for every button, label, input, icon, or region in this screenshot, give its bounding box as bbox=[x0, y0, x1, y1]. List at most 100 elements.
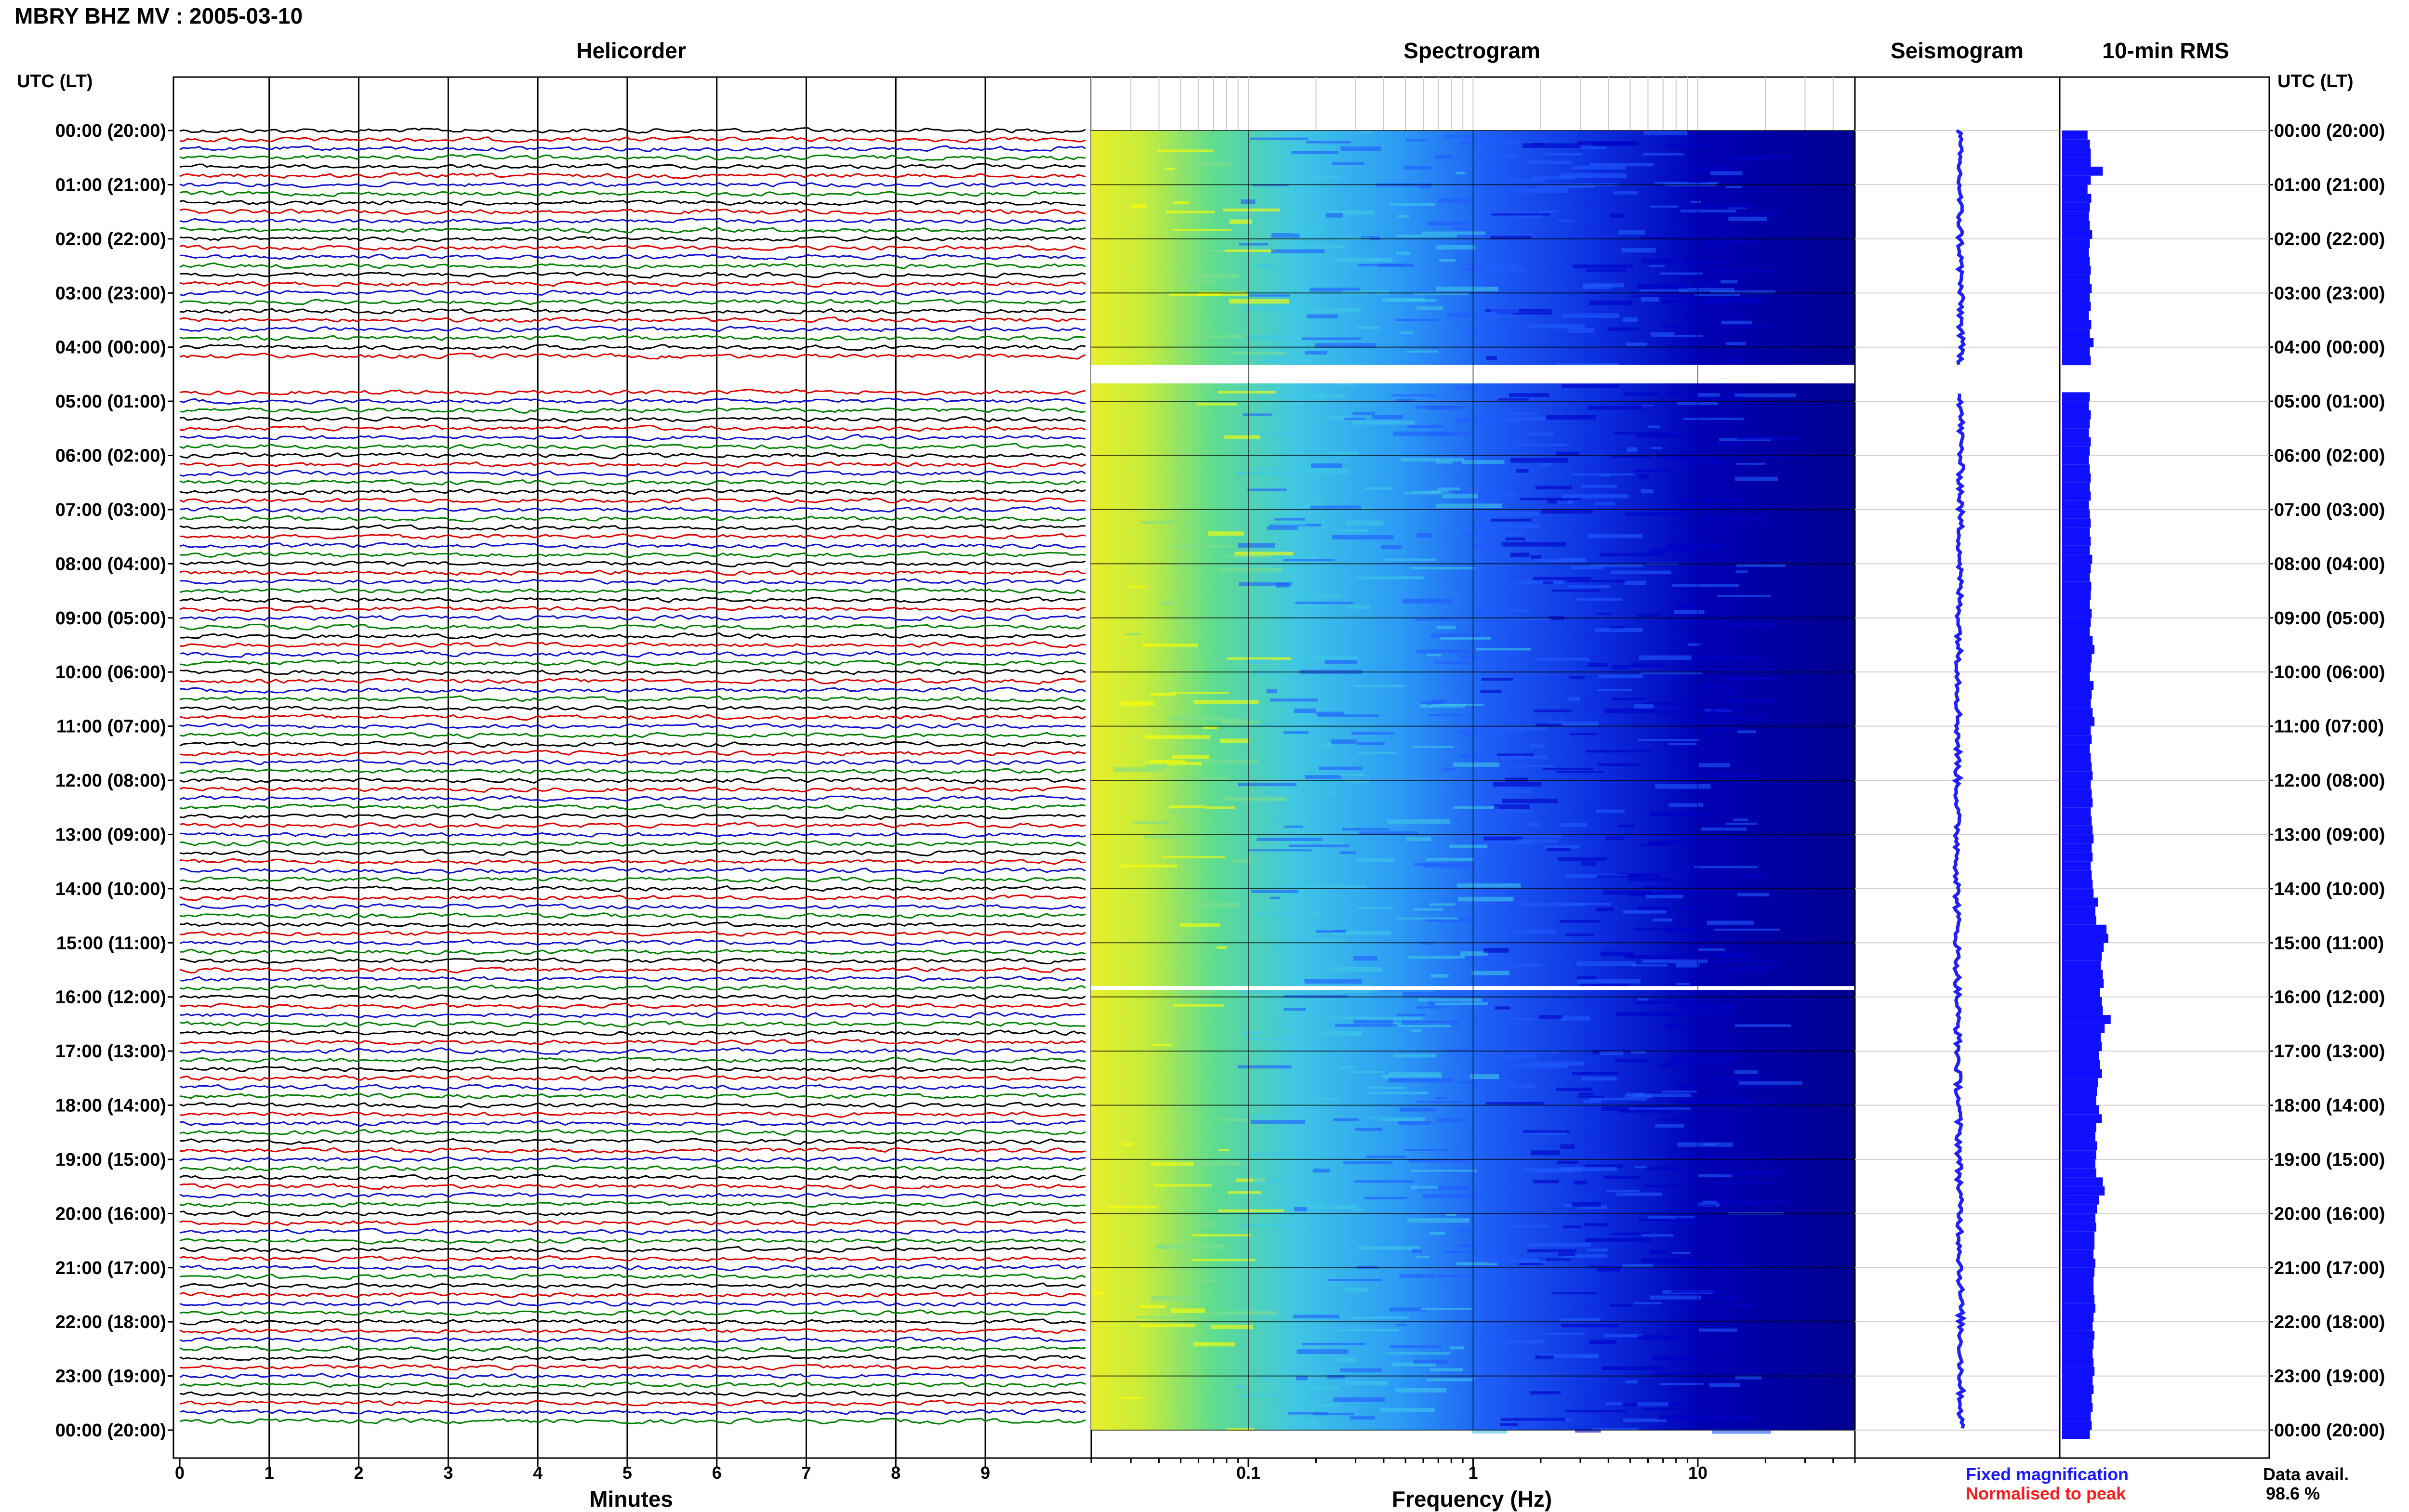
spectrogram-texel bbox=[1597, 612, 1612, 615]
spectrogram-texel bbox=[1519, 1262, 1543, 1265]
spectrogram-texel bbox=[1453, 806, 1499, 809]
spectrogram-texel bbox=[1679, 288, 1734, 292]
rms-bar bbox=[2062, 464, 2090, 473]
rms-bar bbox=[2062, 482, 2090, 492]
spectrogram-texel bbox=[1358, 1246, 1421, 1250]
spectrogram-texel bbox=[1641, 1234, 1674, 1237]
spectrogram-texel bbox=[1673, 610, 1705, 615]
spectrogram-texel bbox=[1701, 517, 1766, 521]
spectrogram-texel bbox=[1253, 1179, 1300, 1183]
utc-header-left: UTC (LT) bbox=[17, 71, 93, 92]
spectrogram-texel bbox=[1681, 210, 1737, 213]
spectrogram-texel bbox=[1416, 1101, 1465, 1104]
spectrogram-texel bbox=[1310, 505, 1362, 509]
spectrogram-texel bbox=[1557, 500, 1574, 504]
spectrogram-texel bbox=[1596, 907, 1615, 912]
rms-bar bbox=[2062, 870, 2092, 880]
spectrogram-texel bbox=[1670, 891, 1700, 894]
rms-bar bbox=[2062, 230, 2092, 239]
spectrogram-texel bbox=[1397, 215, 1409, 218]
hour-label-right: 17:00 (13:00) bbox=[2274, 1041, 2385, 1062]
spectrogram-texel bbox=[1263, 791, 1303, 795]
spectrogram-texel bbox=[1346, 520, 1384, 526]
spectrogram-texel bbox=[1430, 633, 1480, 638]
spectrogram-texel bbox=[1218, 1209, 1284, 1212]
spectrogram-texel bbox=[1636, 434, 1676, 438]
spectrogram-texel bbox=[1144, 735, 1211, 739]
spectrogram-texel bbox=[1275, 886, 1316, 890]
spectrogram-texel bbox=[1332, 931, 1392, 935]
spectrogram-texel bbox=[1597, 763, 1639, 766]
hour-labels-left: 00:00 (20:00) 01:00 (21:00) 02:00 (22:00) 0… bbox=[55, 121, 173, 1441]
spectrogram-texel bbox=[1594, 502, 1615, 505]
spectrogram-texel bbox=[1291, 1205, 1358, 1210]
spectrogram-texel bbox=[1604, 708, 1656, 713]
spectrogram-texel bbox=[1436, 1097, 1447, 1100]
spectrogram-texel bbox=[1716, 1182, 1775, 1184]
rms-bar bbox=[2062, 907, 2096, 916]
spectrogram-texel bbox=[1586, 749, 1652, 753]
helicorder-trace-row bbox=[179, 325, 1086, 333]
rms-bar bbox=[2062, 311, 2089, 320]
rms-bar bbox=[2062, 1150, 2097, 1159]
spectrogram-texel bbox=[1505, 777, 1528, 782]
spectrogram-texel bbox=[1687, 1263, 1743, 1268]
spectrogram-texel bbox=[1178, 990, 1215, 994]
spectrogram-texel bbox=[1236, 472, 1298, 475]
rms-bar bbox=[2062, 663, 2091, 672]
spectrogram-texel bbox=[1305, 351, 1327, 355]
station-title: MBRY BHZ MV : 2005-03-10 bbox=[14, 3, 303, 28]
rms-bar bbox=[2062, 419, 2090, 429]
spectrogram-texel bbox=[1338, 529, 1368, 532]
spectrogram-texel bbox=[1223, 208, 1280, 212]
helicorder-trace-row bbox=[179, 1399, 1086, 1407]
spectrogram-texel bbox=[1335, 1024, 1398, 1027]
spectrogram-texel bbox=[1671, 1251, 1691, 1254]
rms-bar bbox=[2062, 708, 2093, 717]
helicorder-trace-row bbox=[179, 1273, 1086, 1280]
spectrogram-texel bbox=[1649, 548, 1697, 553]
spectrogram-texel bbox=[1646, 894, 1683, 899]
helicorder-trace-row bbox=[179, 1391, 1086, 1398]
spectrogram-texel bbox=[1547, 721, 1599, 726]
helicorder-trace-row bbox=[179, 1246, 1086, 1253]
spectrogram-texel bbox=[1443, 135, 1491, 138]
rms-bar bbox=[2062, 644, 2095, 654]
spectrogram-texel bbox=[1551, 1292, 1597, 1295]
spectrogram-texel bbox=[1172, 545, 1233, 548]
spectrogram-texel bbox=[1561, 557, 1586, 561]
spectrogram-texel bbox=[1734, 155, 1791, 159]
spectrogram-texel bbox=[1461, 267, 1525, 271]
rms-bar bbox=[2062, 1204, 2097, 1214]
spectrogram-texel bbox=[1611, 455, 1652, 458]
rms-bar bbox=[2062, 1069, 2102, 1078]
spectrogram-texel bbox=[1422, 1194, 1481, 1199]
hour-label-right: 19:00 (15:00) bbox=[2274, 1150, 2385, 1170]
spectrogram-texel bbox=[1690, 460, 1726, 464]
spectrogram-texel bbox=[1416, 306, 1443, 310]
spectrogram-texel bbox=[1587, 534, 1643, 539]
spectrogram-texel bbox=[1477, 154, 1518, 158]
rms-title: 10-min RMS bbox=[2102, 38, 2229, 63]
helicorder-trace-row bbox=[179, 181, 1086, 188]
hour-label-right: 21:00 (17:00) bbox=[2274, 1258, 2385, 1278]
spectrogram-texel bbox=[1141, 521, 1176, 524]
spectrogram-texel bbox=[1537, 183, 1594, 188]
spectrogram-texel bbox=[1710, 290, 1776, 294]
spectrogram-texel bbox=[1573, 903, 1611, 906]
hour-label-right: 00:00 (20:00) bbox=[2274, 121, 2385, 141]
spectrogram-texel bbox=[1218, 391, 1276, 394]
spectrogram-texel bbox=[1505, 537, 1525, 540]
spectrogram-texel bbox=[1610, 213, 1624, 218]
spectrogram-texel bbox=[1436, 989, 1503, 992]
spectrogram-texel bbox=[1658, 1415, 1711, 1420]
spectrogram-texel bbox=[1705, 1143, 1717, 1146]
helicorder-frame bbox=[172, 76, 1096, 1459]
helicorder-trace-row bbox=[179, 795, 1086, 802]
spectrogram-texel bbox=[1619, 1109, 1672, 1113]
spectrogram-texel bbox=[1267, 526, 1298, 530]
rms-bar bbox=[2062, 500, 2089, 510]
rms-bar bbox=[2062, 1376, 2093, 1385]
spectrogram-texel bbox=[1707, 245, 1726, 248]
spectrogram-texel bbox=[1399, 1107, 1436, 1112]
